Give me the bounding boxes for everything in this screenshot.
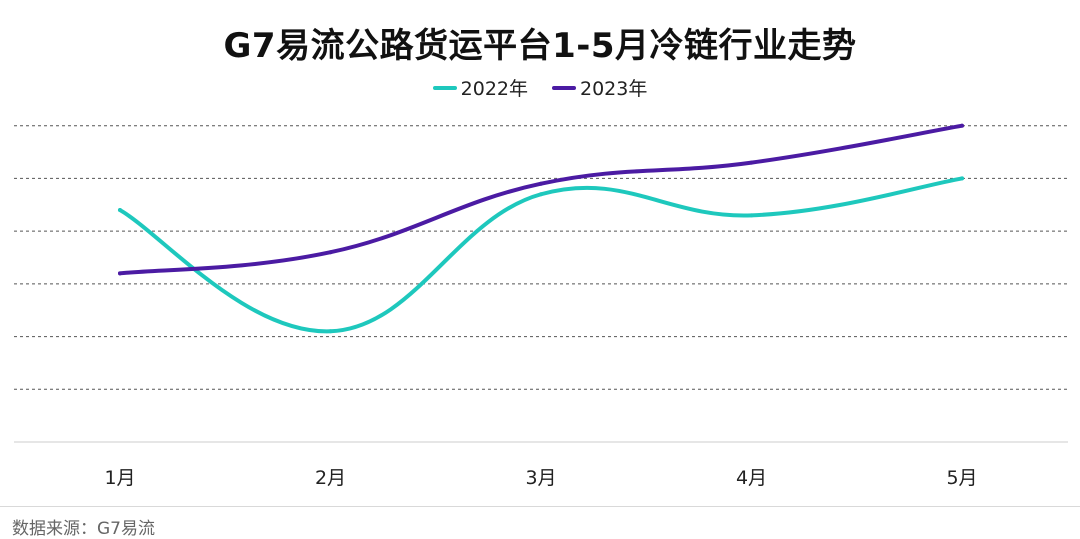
data-point-2023年-5月 [960,123,964,128]
data-point-2023年-4月 [749,160,754,165]
legend-item-2023: 2023年 [552,74,647,101]
data-point-2022年-1月 [118,208,122,213]
chart-title: G7易流公路货运平台1-5月冷链行业走势 [223,26,857,66]
legend-swatch-2023 [552,85,576,90]
data-point-2022年-2月 [328,329,333,334]
data-point-2022年-4月 [749,213,754,218]
data-point-2023年-3月 [539,181,543,186]
data-point-2022年-3月 [539,192,543,197]
x-tick-label: 4月 [736,467,767,489]
x-tick-label: 5月 [946,467,977,489]
series-line-2023年 [118,123,964,276]
x-tick-label: 1月 [104,467,135,489]
x-tick-label: 2月 [315,467,346,489]
legend-label-2023: 2023年 [580,78,648,100]
data-point-2023年-2月 [328,250,333,255]
source-note: 数据来源：G7易流 [12,519,155,539]
legend-swatch-2022 [432,85,457,90]
series-line-2022年 [118,176,964,334]
legend-item-2022: 2022年 [432,74,528,101]
data-point-2022年-5月 [960,176,964,181]
x-tick-label: 3月 [525,467,556,489]
legend-label-2022: 2022年 [460,78,528,100]
data-point-2023年-1月 [118,271,122,276]
source-divider [0,506,1080,507]
legend: 2022年 2023年 [0,74,1080,101]
